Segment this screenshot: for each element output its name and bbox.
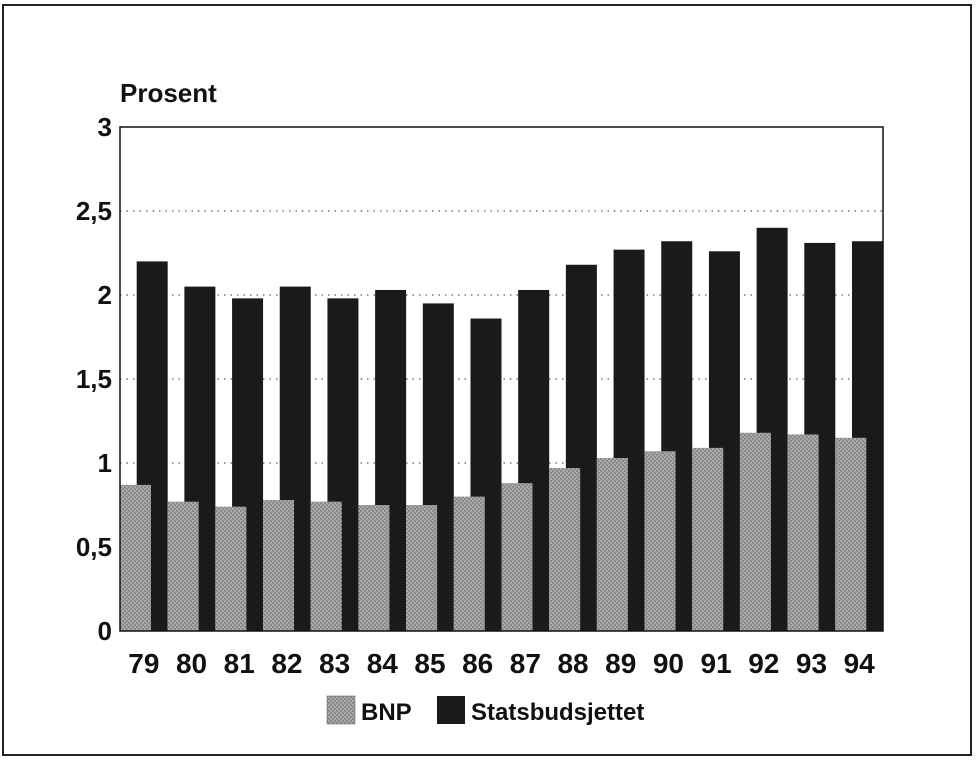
bar-bnp — [549, 468, 581, 631]
x-tick-label: 81 — [224, 648, 255, 679]
x-tick-label: 89 — [605, 648, 636, 679]
bar-bnp — [835, 437, 867, 631]
x-tick-label: 86 — [462, 648, 493, 679]
bar-bnp — [692, 447, 724, 631]
bar-bnp — [120, 484, 151, 631]
x-tick-label: 83 — [319, 648, 350, 679]
bar-bnp — [215, 506, 247, 631]
bar-chart: Prosent 0 0,5 1 1,5 2 2,5 3 79 80 81 82 83 84 85 86 87… — [76, 78, 884, 726]
legend-label-statsbudsjettet: Statsbudsjettet — [471, 699, 644, 726]
chart-frame: Prosent 0 0,5 1 1,5 2 2,5 3 79 80 81 82 83 84 85 86 87… — [2, 4, 972, 756]
y-tick-label: 2,5 — [76, 196, 112, 226]
y-tick-label: 0 — [98, 616, 112, 646]
bar-bnp — [453, 496, 485, 631]
y-tick-label: 3 — [98, 112, 112, 142]
x-tick-label: 94 — [844, 648, 876, 679]
bar-bnp — [739, 432, 771, 631]
bar-bnp — [596, 457, 628, 631]
plot-area-border — [119, 126, 884, 632]
y-tick-label: 1,5 — [76, 364, 112, 394]
bar-bnp — [787, 434, 819, 631]
bar-bnp — [263, 499, 295, 631]
bar-bnp — [644, 451, 676, 631]
x-tick-label: 85 — [414, 648, 445, 679]
x-tick-label: 93 — [796, 648, 827, 679]
y-tick-label: 0,5 — [76, 532, 112, 562]
legend-swatch-statsbudsjettet — [437, 696, 465, 724]
bar-bnp — [406, 505, 438, 631]
x-tick-label: 84 — [367, 648, 399, 679]
bar-bnp — [167, 501, 199, 631]
x-tick-label: 91 — [701, 648, 732, 679]
y-axis-label: Prosent — [120, 78, 217, 108]
x-tick-label: 90 — [653, 648, 684, 679]
x-tick-label: 82 — [271, 648, 302, 679]
x-tick-label: 79 — [128, 648, 159, 679]
y-tick-label: 1 — [98, 448, 112, 478]
x-tick-label: 88 — [557, 648, 588, 679]
x-tick-label: 92 — [748, 648, 779, 679]
bar-bnp — [501, 483, 533, 631]
legend-label-bnp: BNP — [361, 699, 412, 726]
y-tick-label: 2 — [98, 280, 112, 310]
x-tick-label: 80 — [176, 648, 207, 679]
x-tick-label: 87 — [510, 648, 541, 679]
bar-bnp — [310, 501, 342, 631]
bar-bnp — [358, 505, 390, 631]
legend-swatch-bnp — [326, 695, 356, 725]
